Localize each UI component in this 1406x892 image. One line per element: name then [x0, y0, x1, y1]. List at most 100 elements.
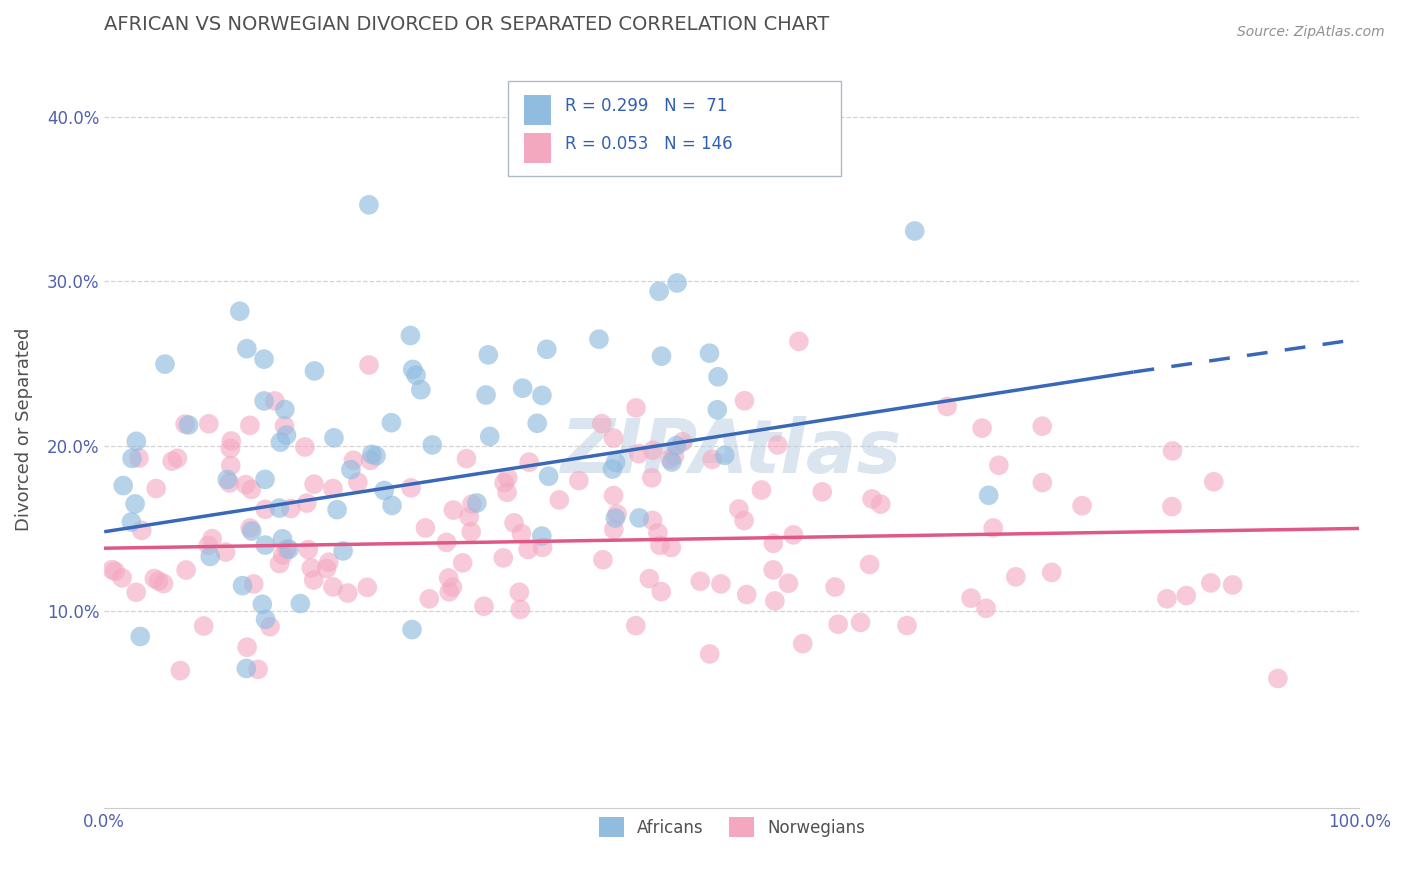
Norwegians: [592, 553, 614, 567]
Norwegians: [960, 591, 983, 606]
Norwegians: [299, 561, 322, 575]
Norwegians: [650, 584, 672, 599]
Norwegians: [315, 561, 337, 575]
Africans: [537, 469, 560, 483]
Africans: [699, 346, 721, 360]
Norwegians: [356, 581, 378, 595]
Norwegians: [591, 417, 613, 431]
Norwegians: [1031, 419, 1053, 434]
Africans: [231, 579, 253, 593]
Africans: [253, 472, 276, 486]
Text: AFRICAN VS NORWEGIAN DIVORCED OR SEPARATED CORRELATION CHART: AFRICAN VS NORWEGIAN DIVORCED OR SEPARAT…: [104, 15, 830, 34]
Norwegians: [273, 418, 295, 433]
Africans: [401, 623, 423, 637]
Norwegians: [896, 618, 918, 632]
Norwegians: [733, 393, 755, 408]
Norwegians: [1175, 589, 1198, 603]
Norwegians: [1267, 672, 1289, 686]
Norwegians: [860, 491, 883, 506]
Norwegians: [1161, 500, 1184, 514]
Norwegians: [751, 483, 773, 497]
Africans: [526, 417, 548, 431]
Norwegians: [276, 541, 298, 556]
Norwegians: [647, 525, 669, 540]
Africans: [605, 455, 627, 469]
Africans: [465, 496, 488, 510]
Africans: [661, 455, 683, 469]
Norwegians: [101, 563, 124, 577]
Norwegians: [302, 573, 325, 587]
Norwegians: [1071, 499, 1094, 513]
Norwegians: [859, 558, 882, 572]
Norwegians: [302, 477, 325, 491]
Africans: [364, 449, 387, 463]
Africans: [706, 402, 728, 417]
Norwegians: [648, 538, 671, 552]
Norwegians: [347, 475, 370, 490]
Africans: [605, 511, 627, 525]
Norwegians: [461, 497, 484, 511]
Norwegians: [111, 571, 134, 585]
Norwegians: [239, 521, 262, 535]
Norwegians: [762, 536, 785, 550]
Norwegians: [322, 482, 344, 496]
Africans: [628, 511, 651, 525]
Norwegians: [240, 483, 263, 497]
Norwegians: [460, 524, 482, 539]
Norwegians: [627, 447, 650, 461]
Norwegians: [972, 421, 994, 435]
Africans: [588, 332, 610, 346]
Norwegians: [169, 664, 191, 678]
Africans: [278, 542, 301, 557]
Norwegians: [869, 497, 891, 511]
Africans: [240, 524, 263, 538]
Norwegians: [606, 507, 628, 521]
Norwegians: [415, 521, 437, 535]
Norwegians: [1004, 570, 1026, 584]
Norwegians: [239, 418, 262, 433]
Norwegians: [242, 577, 264, 591]
Norwegians: [1161, 444, 1184, 458]
Norwegians: [763, 594, 786, 608]
Africans: [274, 402, 297, 417]
Norwegians: [218, 475, 240, 490]
FancyBboxPatch shape: [509, 81, 841, 176]
Norwegians: [166, 451, 188, 466]
Norwegians: [418, 591, 440, 606]
Norwegians: [441, 580, 464, 594]
Africans: [269, 435, 291, 450]
Africans: [198, 549, 221, 564]
Norwegians: [517, 542, 540, 557]
Norwegians: [787, 334, 810, 349]
Norwegians: [624, 401, 647, 415]
Africans: [409, 383, 432, 397]
Norwegians: [131, 524, 153, 538]
Africans: [402, 362, 425, 376]
Africans: [707, 369, 730, 384]
Africans: [380, 416, 402, 430]
Norwegians: [297, 542, 319, 557]
Y-axis label: Divorced or Separated: Divorced or Separated: [15, 328, 32, 532]
Norwegians: [104, 564, 127, 578]
Africans: [153, 357, 176, 371]
Norwegians: [849, 615, 872, 630]
Norwegians: [259, 620, 281, 634]
Legend: Africans, Norwegians: Africans, Norwegians: [591, 808, 873, 846]
Norwegians: [399, 481, 422, 495]
Norwegians: [974, 601, 997, 615]
Text: Source: ZipAtlas.com: Source: ZipAtlas.com: [1237, 25, 1385, 39]
Norwegians: [494, 475, 516, 490]
Norwegians: [671, 434, 693, 449]
Norwegians: [125, 585, 148, 599]
Norwegians: [699, 647, 721, 661]
Africans: [276, 428, 298, 442]
Norwegians: [472, 599, 495, 614]
Norwegians: [824, 580, 846, 594]
Norwegians: [1199, 575, 1222, 590]
Norwegians: [792, 637, 814, 651]
Africans: [512, 381, 534, 395]
Norwegians: [728, 502, 751, 516]
Norwegians: [441, 503, 464, 517]
Norwegians: [1222, 578, 1244, 592]
Norwegians: [318, 555, 340, 569]
